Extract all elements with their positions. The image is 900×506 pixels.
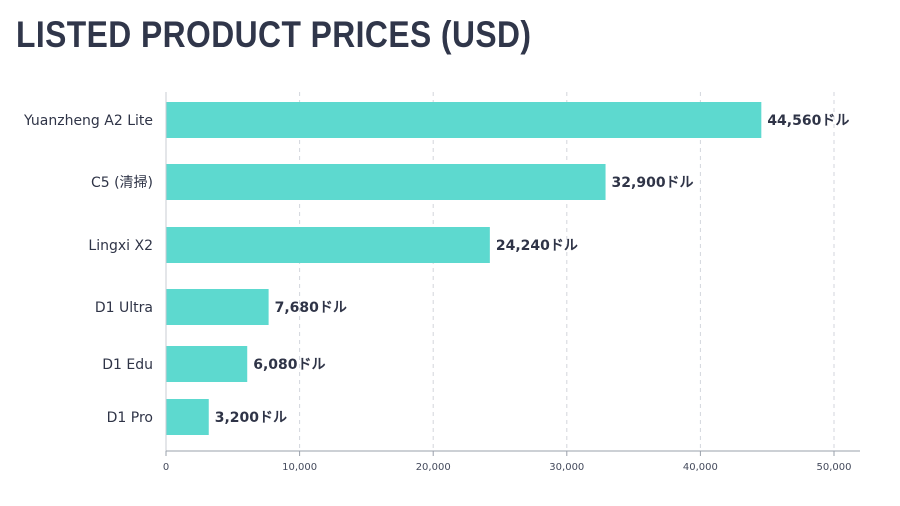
category-label: D1 Edu: [102, 357, 153, 373]
value-label: 3,200ドル: [215, 410, 287, 426]
value-label: 44,560ドル: [767, 113, 849, 129]
bar-3: [166, 289, 269, 325]
x-axis: 0 10,000 20,000 30,000 40,000 50,000: [163, 92, 860, 473]
category-label: D1 Ultra: [95, 300, 153, 316]
category-label: Lingxi X2: [88, 238, 153, 254]
bar-1: [166, 164, 606, 200]
bar-5: [166, 399, 209, 435]
x-tick-label: 20,000: [416, 462, 451, 473]
x-tick-label: 10,000: [282, 462, 317, 473]
category-label: C5 (清掃): [91, 174, 153, 191]
bar-2: [166, 227, 490, 263]
chart-title: LISTED PRODUCT PRICES (USD): [16, 14, 532, 55]
value-label: 7,680ドル: [275, 300, 347, 316]
x-tick-label: 30,000: [549, 462, 584, 473]
x-tick-label: 40,000: [683, 462, 718, 473]
category-label: D1 Pro: [107, 410, 153, 426]
value-label: 32,900ドル: [612, 175, 694, 191]
value-label: 24,240ドル: [496, 238, 578, 254]
value-label: 6,080ドル: [253, 357, 325, 373]
bars: Yuanzheng A2 Lite 44,560ドル C5 (清掃) 32,900ドル…: [23, 102, 849, 435]
bar-0: [166, 102, 762, 138]
category-label: Yuanzheng A2 Lite: [23, 113, 153, 129]
x-tick-label: 50,000: [817, 462, 852, 473]
grid-lines: [299, 92, 835, 451]
bar-4: [166, 346, 248, 382]
x-tick-label: 0: [163, 462, 169, 473]
